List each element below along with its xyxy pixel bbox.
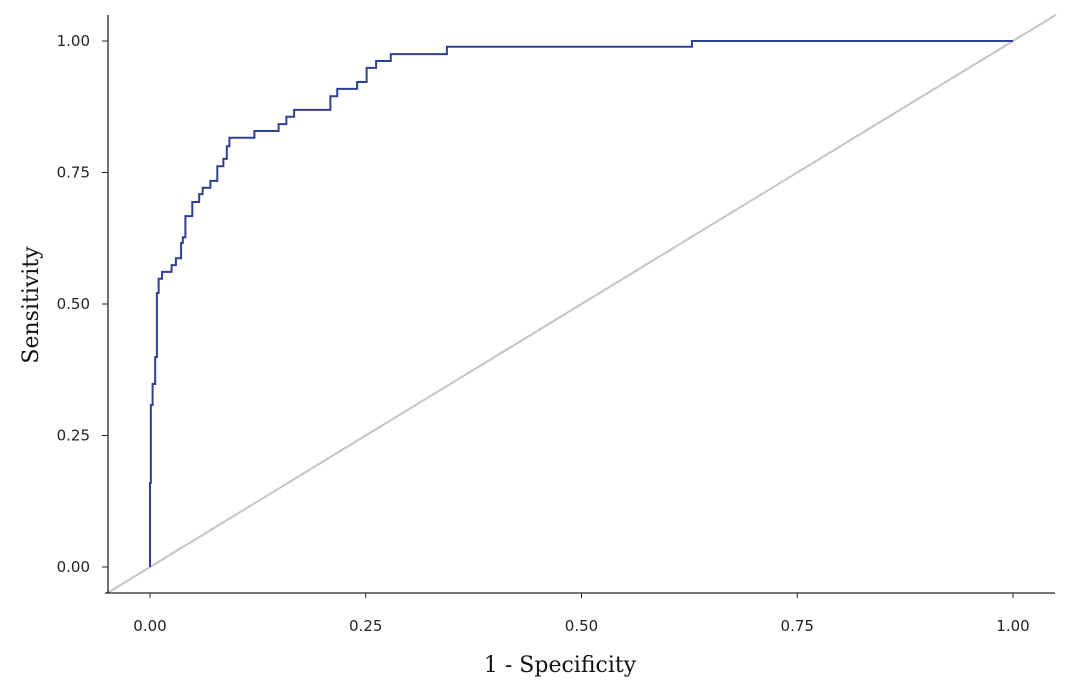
y-tick-label: 1.00 <box>57 32 90 50</box>
y-tick-label: 0.00 <box>57 558 90 576</box>
x-tick-label: 0.50 <box>565 617 598 635</box>
reference-diagonal-line <box>106 13 1057 595</box>
y-tick-label: 0.50 <box>57 295 90 313</box>
x-tick-label: 0.25 <box>349 617 382 635</box>
x-tick-label: 0.75 <box>781 617 814 635</box>
y-tick-label: 0.25 <box>57 427 90 445</box>
x-tick-label: 0.00 <box>133 617 166 635</box>
x-ticks: 0.00 0.25 0.50 0.75 1.00 <box>133 593 1030 635</box>
roc-curve <box>149 40 1013 567</box>
y-ticks: 0.00 0.25 0.50 0.75 1.00 <box>57 32 108 576</box>
y-axis-label: Sensitivity <box>19 246 44 364</box>
x-axis-label: 1 - Specificity <box>484 653 637 678</box>
x-tick-label: 1.00 <box>996 617 1029 635</box>
plot-area <box>106 13 1057 595</box>
y-tick-label: 0.75 <box>57 164 90 182</box>
